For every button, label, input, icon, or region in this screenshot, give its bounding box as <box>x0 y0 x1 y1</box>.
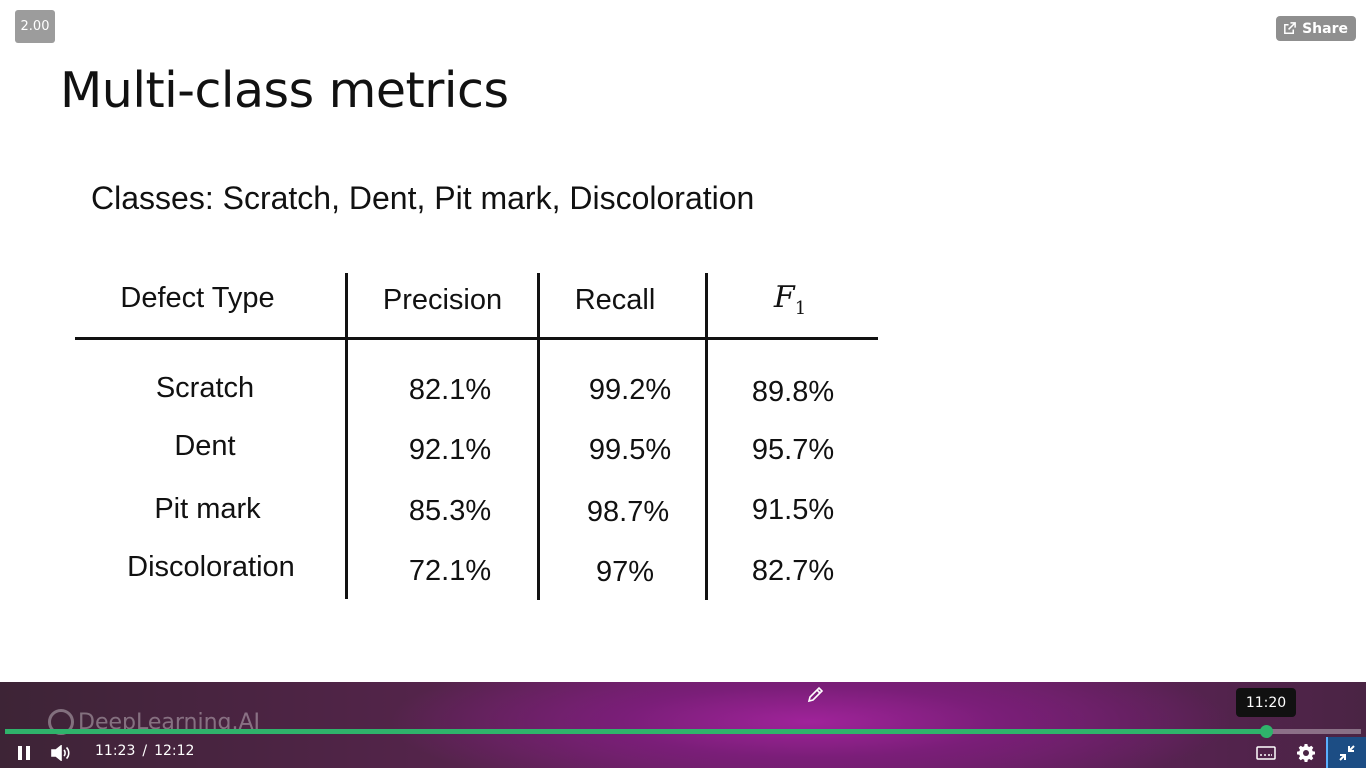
progress-track[interactable] <box>5 725 1361 738</box>
column-divider <box>537 273 540 600</box>
settings-button[interactable] <box>1294 741 1318 765</box>
table-cell-precision: 82.1% <box>408 374 492 406</box>
pencil-icon[interactable] <box>806 684 826 704</box>
table-cell-recall: 97% <box>595 556 655 588</box>
captions-button[interactable] <box>1254 741 1278 765</box>
share-icon <box>1284 22 1296 34</box>
table-cell-f1: 95.7% <box>751 434 835 466</box>
playback-speed-badge[interactable]: 2.00 <box>15 10 55 43</box>
captions-icon <box>1256 745 1276 760</box>
table-cell-recall: 98.7% <box>586 496 670 528</box>
table-cell-precision: 72.1% <box>408 555 492 587</box>
header-rule <box>75 337 878 340</box>
duration: 12:12 <box>154 743 195 759</box>
table-cell-defect: Scratch <box>155 372 255 404</box>
share-label: Share <box>1302 20 1348 37</box>
time-separator: / <box>142 743 148 759</box>
classes-line: Classes: Scratch, Dent, Pit mark, Discol… <box>91 180 755 216</box>
exit-fullscreen-button[interactable] <box>1326 737 1366 768</box>
seek-hover-time-tooltip: 11:20 <box>1236 688 1296 717</box>
video-player-controls: DeepLearning.AI 11:20 11:23/12:12 <box>0 682 1366 768</box>
current-time: 11:23 <box>95 743 136 759</box>
volume-icon <box>51 745 70 761</box>
exit-fullscreen-icon <box>1339 744 1355 761</box>
volume-button[interactable] <box>48 741 74 765</box>
header-defect-type: Defect Type <box>120 282 275 314</box>
table-cell-precision: 85.3% <box>408 495 492 527</box>
progress-played <box>5 729 1266 734</box>
table-cell-defect: Pit mark <box>154 493 261 525</box>
table-cell-f1: 91.5% <box>751 494 835 526</box>
slide: 2.00 Share Multi-class metrics Classes: … <box>15 10 1356 600</box>
table-cell-recall: 99.5% <box>588 434 672 466</box>
control-bar: 11:23 / 12:12 <box>0 737 1366 768</box>
table-cell-defect: Discoloration <box>127 551 295 583</box>
slide-title: Multi-class metrics <box>60 62 509 119</box>
header-f1-subscript: 1 <box>794 298 807 319</box>
table-cell-recall: 99.2% <box>588 374 672 406</box>
header-f1-letter: F <box>773 280 795 315</box>
table-cell-defect: Dent <box>174 430 236 462</box>
header-recall: Recall <box>574 284 656 316</box>
pause-button[interactable] <box>12 741 36 765</box>
progress-handle[interactable] <box>1260 725 1273 738</box>
metrics-table: Defect Type Precision Recall F1 Scratch … <box>75 273 878 600</box>
pause-icon <box>18 746 30 760</box>
column-divider <box>345 273 348 599</box>
share-button[interactable]: Share <box>1276 16 1356 41</box>
header-precision: Precision <box>382 284 503 316</box>
gear-icon <box>1297 744 1315 762</box>
table-cell-f1: 82.7% <box>751 555 835 587</box>
time-display: 11:23 / 12:12 <box>95 743 194 759</box>
column-divider <box>705 273 708 600</box>
header-f1: F1 <box>740 280 840 319</box>
table-cell-f1: 89.8% <box>751 376 835 408</box>
table-cell-precision: 92.1% <box>408 434 492 466</box>
